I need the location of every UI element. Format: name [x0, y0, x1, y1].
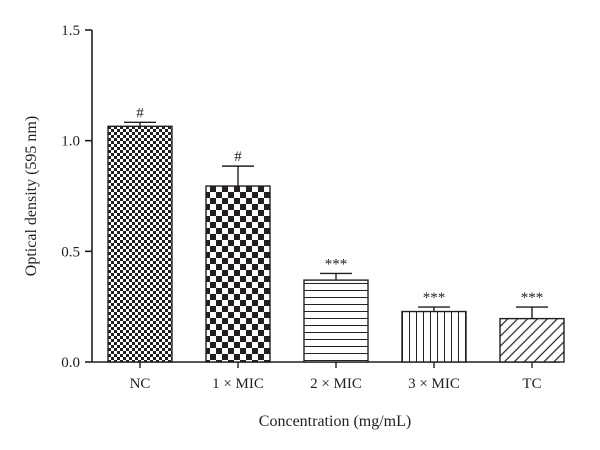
significance-label: *** [423, 290, 446, 306]
significance-label: *** [521, 290, 544, 306]
significance-label: # [234, 149, 242, 165]
x-axis-title: Concentration (mg/mL) [259, 413, 411, 430]
bar [401, 310, 467, 363]
y-tick-label: 1.0 [61, 134, 80, 150]
x-tick-label: 1 × MIC [212, 376, 264, 392]
labels: 0.0 0.5 1.0 1.5 # NC #1 × MIC *** 2 × MIC *** 3 × … [61, 23, 543, 392]
bar [205, 185, 271, 363]
bar [499, 317, 565, 363]
y-axis-title: Optical density (595 nm) [23, 116, 40, 276]
x-tick-label: 3 × MIC [408, 376, 460, 392]
x-tick-label: NC [130, 376, 151, 392]
bar [107, 125, 173, 363]
x-tick-label: TC [522, 376, 541, 392]
significance-label: *** [325, 256, 348, 272]
bars [107, 121, 565, 363]
bar [303, 279, 369, 363]
y-tick-label: 0.5 [61, 244, 80, 260]
x-tick-label: 2 × MIC [310, 376, 362, 392]
y-tick-label: 0.0 [61, 355, 80, 371]
significance-label: # [136, 105, 144, 121]
y-tick-label: 1.5 [61, 23, 80, 39]
